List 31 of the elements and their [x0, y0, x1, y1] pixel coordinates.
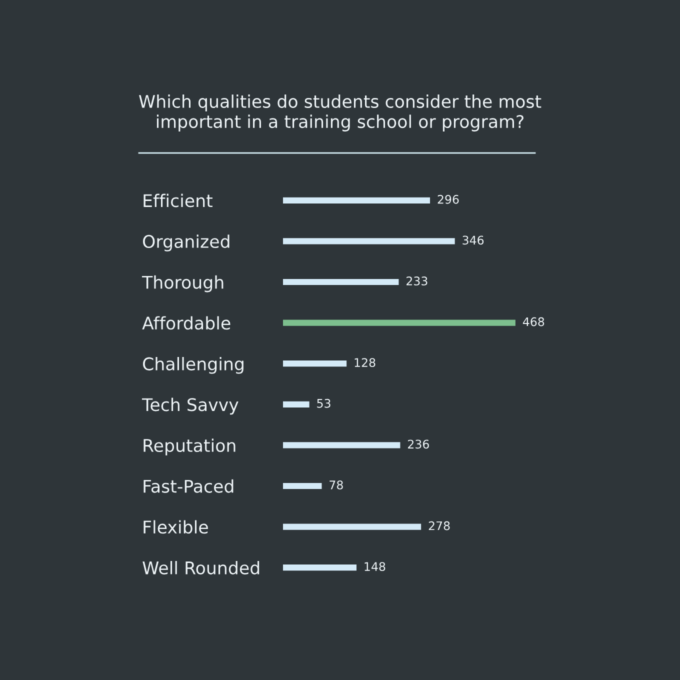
- data-label: 78: [330, 480, 343, 490]
- data-label: 148: [364, 562, 386, 572]
- bar: [283, 564, 357, 571]
- bar: [283, 197, 430, 204]
- y-tick-label: Fast-Paced: [144, 479, 234, 493]
- y-tick-label: Tech Savvy: [142, 398, 238, 415]
- bar: [283, 442, 400, 448]
- data-label: 346: [462, 236, 484, 245]
- data-label: 468: [522, 317, 544, 326]
- bar: [283, 238, 455, 244]
- data-label: 278: [428, 521, 450, 530]
- data-label: 128: [354, 358, 376, 368]
- bar: [283, 360, 347, 367]
- bar: [283, 482, 322, 490]
- bar: [283, 278, 399, 286]
- bar: [283, 524, 422, 530]
- data-label: 53: [317, 398, 330, 408]
- data-label: 236: [408, 440, 429, 449]
- data-label: 296: [438, 194, 459, 204]
- data-label: 233: [406, 276, 428, 286]
- bar: [283, 320, 516, 326]
- y-tick-label: Efficient: [144, 194, 212, 208]
- y-tick-label: Thorough: [142, 275, 224, 292]
- y-tick-label: Reputation: [144, 438, 236, 456]
- y-tick-label: Affordable: [142, 316, 230, 330]
- y-tick-label: Challenging: [143, 357, 244, 374]
- bar: [283, 401, 310, 408]
- y-tick-label: Flexible: [144, 520, 208, 534]
- chart-title: Which qualities do students consider the most important in a training school or program?: [139, 94, 542, 132]
- y-tick-label: Organized: [143, 234, 230, 252]
- y-tick-label: Well Rounded: [142, 561, 260, 574]
